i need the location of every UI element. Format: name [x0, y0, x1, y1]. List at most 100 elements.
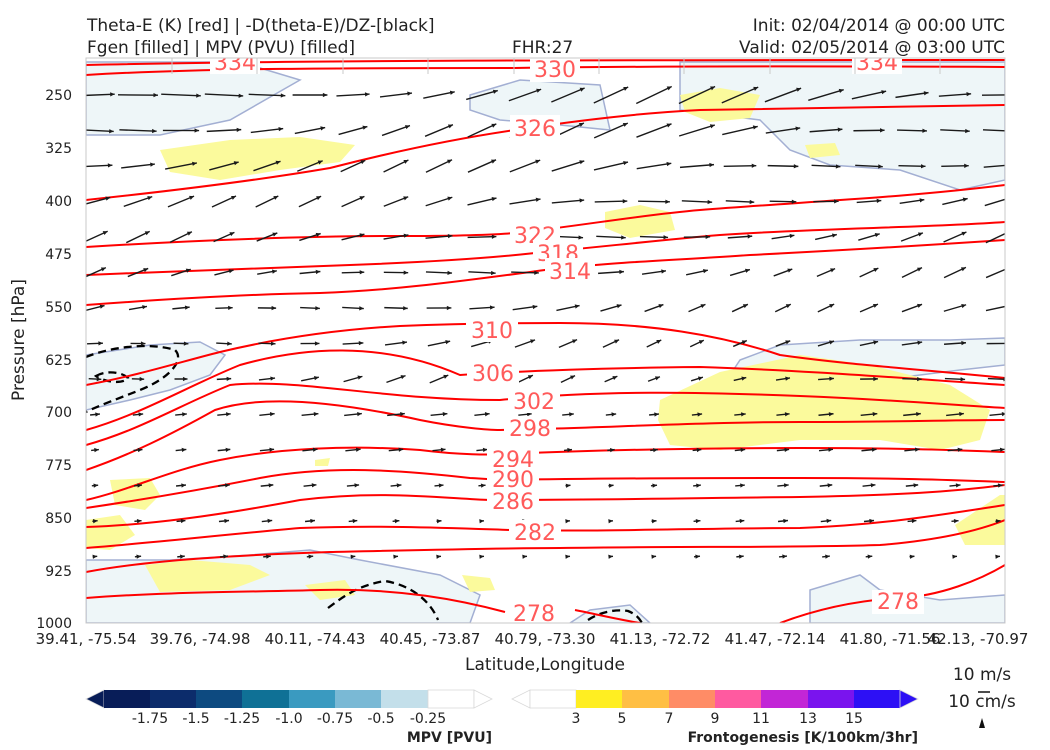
wind-arrow: [995, 554, 1001, 559]
wind-arrow: [600, 304, 622, 312]
y-tick-label: 850: [45, 511, 72, 527]
wind-arrow: [942, 197, 968, 206]
wind-arrow: [86, 266, 107, 278]
mpv-cbar-tick: -0.75: [317, 711, 353, 727]
mpv-cbar-segment: [427, 689, 475, 709]
wind-arrow: [984, 198, 1005, 207]
wind-arrow: [263, 554, 271, 559]
wind-arrow: [811, 164, 841, 169]
wind-arrow: [512, 304, 538, 311]
mpv-colorbar: -1.75 -1.5 -1.25 -1.0 -0.75 -0.5 -0.25 M…: [85, 689, 493, 746]
fgen-region: [160, 137, 355, 180]
forecast-hour: FHR:27: [512, 38, 574, 58]
wind-arrow: [430, 411, 448, 417]
mpv-cbar-segment: [104, 690, 150, 708]
y-tick-label: 400: [45, 194, 72, 210]
wind-arrow: [733, 376, 747, 382]
wind-arrow: [735, 483, 745, 488]
wind-arrow: [651, 519, 657, 524]
wind-arrow: [297, 160, 323, 172]
wind-arrow: [346, 483, 360, 488]
theta-e-314: [86, 239, 1005, 306]
wind-arrow: [218, 483, 230, 488]
wind-ref-label-cms: 10 cm/s: [948, 692, 1016, 712]
wind-arrow: [693, 518, 701, 524]
wind-arrow: [943, 303, 967, 312]
wind-arrow: [217, 412, 231, 417]
wind-arrow: [989, 411, 1005, 417]
wind-arrow: [258, 376, 276, 381]
contour-label: 278: [877, 590, 919, 615]
wind-arrow: [469, 305, 495, 310]
wind-arrow: [689, 339, 705, 348]
theta-e-labels: 334 330 334 326 322 318 314 310 306 302 …: [210, 51, 924, 623]
wind-arrow: [723, 163, 757, 168]
wind-arrow: [895, 91, 929, 99]
wind-arrow: [691, 412, 703, 417]
wind-arrow: [423, 90, 455, 99]
wind-arrow: [304, 518, 316, 524]
wind-arrow: [169, 231, 193, 243]
wind-arrow: [436, 519, 442, 524]
wind-arrow: [904, 447, 920, 452]
wind-arrow: [257, 269, 277, 275]
wind-arrow: [551, 87, 585, 103]
wind-arrow: [907, 518, 917, 524]
valid-time: Valid: 02/05/2014 @ 03:00 UTC: [739, 38, 1005, 58]
wind-arrow: [775, 376, 791, 381]
wind-arrow: [508, 88, 542, 102]
wind-arrow: [302, 447, 318, 452]
wind-arrow: [991, 447, 1005, 452]
x-tick-label: 40.45, -73.87: [380, 630, 481, 648]
wind-arrow: [125, 230, 151, 244]
fgen-region: [462, 575, 495, 592]
wind-arrow: [299, 269, 321, 275]
wind-arrow: [558, 339, 578, 348]
contour-label: 286: [492, 490, 534, 515]
wind-arrow: [940, 128, 970, 134]
wind-arrow: [851, 90, 887, 100]
contour-label: 290: [492, 468, 534, 493]
wind-arrow: [261, 518, 273, 524]
wind-arrow: [865, 554, 873, 559]
fgen-cbar-tick: 9: [711, 711, 720, 727]
wind-arrow: [693, 483, 701, 488]
wind-arrow: [383, 233, 409, 240]
wind-arrow: [721, 86, 759, 104]
wind-arrow: [608, 554, 614, 559]
wind-arrow: [383, 196, 409, 207]
mpv-cbar-tick: -1.25: [224, 711, 260, 727]
wind-arrow: [130, 341, 146, 346]
wind-arrow: [650, 447, 658, 453]
mpv-cbar-segment: [150, 690, 196, 708]
wind-arrow: [342, 306, 364, 311]
fgen-cbar-segment: [854, 690, 900, 708]
wind-arrow: [809, 127, 843, 133]
wind-arrow: [551, 160, 585, 172]
wind-arrow: [509, 159, 541, 173]
wind-arrow: [647, 376, 661, 382]
x-tick-label: 41.80, -71.56: [840, 630, 941, 648]
wind-arrow: [425, 196, 453, 207]
wind-arrow: [732, 339, 748, 348]
mpv-cbar-segment: [381, 690, 428, 708]
wind-arrow: [860, 411, 878, 417]
theta-e-334: [86, 59, 1005, 66]
wind-arrow: [596, 235, 626, 240]
wind-arrow: [901, 267, 923, 278]
wind-arrow: [86, 304, 105, 312]
wind-arrow: [649, 412, 659, 417]
wind-arrow: [562, 412, 574, 417]
wind-arrow: [429, 374, 449, 384]
wind-arrow: [777, 483, 789, 488]
wind-arrow: [216, 376, 232, 381]
wind-arrow: [938, 92, 972, 97]
wind-arrow: [522, 554, 528, 559]
title-line-1: Theta-E (K) [red] | -D(theta-E)/DZ-[blac…: [87, 16, 435, 36]
wind-arrow: [644, 303, 664, 313]
mpv-cbar-tick: -1.5: [182, 711, 209, 727]
contour-label: 334: [856, 51, 898, 76]
wind-arrow: [509, 197, 541, 205]
contour-label: 330: [534, 58, 576, 83]
